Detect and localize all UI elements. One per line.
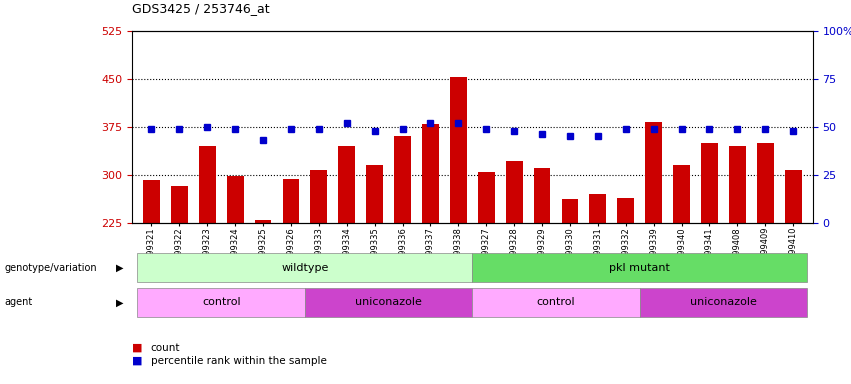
- Text: control: control: [537, 297, 575, 308]
- Bar: [505, 161, 523, 223]
- Text: ▶: ▶: [116, 263, 123, 273]
- Text: wildtype: wildtype: [281, 263, 328, 273]
- Bar: [645, 122, 662, 223]
- Text: uniconazole: uniconazole: [690, 297, 757, 308]
- Bar: [785, 170, 802, 223]
- Bar: [701, 143, 718, 223]
- Bar: [254, 220, 271, 223]
- Bar: [339, 146, 355, 223]
- Text: pkl mutant: pkl mutant: [609, 263, 670, 273]
- Text: percentile rank within the sample: percentile rank within the sample: [151, 356, 327, 366]
- Bar: [311, 170, 328, 223]
- Text: ▶: ▶: [116, 297, 123, 308]
- Text: genotype/variation: genotype/variation: [4, 263, 97, 273]
- Bar: [366, 165, 383, 223]
- Bar: [199, 146, 215, 223]
- Text: count: count: [151, 343, 180, 353]
- Bar: [478, 172, 494, 223]
- Text: ■: ■: [132, 356, 142, 366]
- Bar: [757, 143, 774, 223]
- Bar: [283, 179, 300, 223]
- Text: uniconazole: uniconazole: [355, 297, 422, 308]
- Text: GDS3425 / 253746_at: GDS3425 / 253746_at: [132, 2, 270, 15]
- Text: control: control: [202, 297, 241, 308]
- Bar: [617, 199, 634, 223]
- Bar: [590, 194, 606, 223]
- Text: agent: agent: [4, 297, 32, 308]
- Text: ■: ■: [132, 343, 142, 353]
- Bar: [226, 176, 243, 223]
- Bar: [450, 78, 466, 223]
- Bar: [562, 199, 579, 223]
- Bar: [143, 180, 160, 223]
- Bar: [673, 165, 690, 223]
- Bar: [394, 136, 411, 223]
- Bar: [171, 185, 188, 223]
- Bar: [422, 124, 439, 223]
- Bar: [534, 168, 551, 223]
- Bar: [729, 146, 745, 223]
